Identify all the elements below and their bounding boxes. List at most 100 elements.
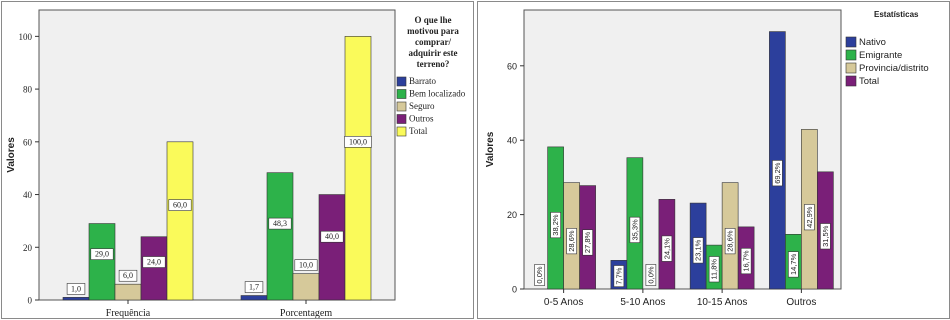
legend-swatch bbox=[396, 76, 407, 87]
legend-label: Barrato bbox=[409, 76, 436, 86]
data-label: 100,0 bbox=[349, 137, 367, 146]
data-label: 40,0 bbox=[325, 232, 339, 241]
data-label: 60,0 bbox=[173, 201, 187, 210]
legend-swatch bbox=[396, 89, 407, 99]
legend-label: Nativo bbox=[859, 37, 886, 48]
legend-label: Seguro bbox=[409, 101, 435, 111]
data-label: 24,1% bbox=[662, 238, 671, 260]
legend-label: Total bbox=[859, 76, 879, 87]
data-label: 27,8% bbox=[583, 232, 592, 254]
data-label-box bbox=[692, 237, 704, 264]
y-axis-title: Valores bbox=[485, 131, 496, 167]
data-label: 24,0 bbox=[147, 258, 161, 267]
data-label-box bbox=[294, 259, 318, 272]
bar bbox=[88, 223, 116, 301]
legend-label: Outros bbox=[409, 114, 434, 124]
y-tick-label: 60 bbox=[507, 61, 517, 71]
x-tick-label: Outros bbox=[786, 297, 816, 308]
bar bbox=[240, 295, 268, 301]
data-label-box bbox=[90, 248, 114, 260]
data-label-box bbox=[566, 228, 577, 255]
data-label: 28,6% bbox=[567, 230, 576, 252]
legend-label: Provincia/distrito bbox=[859, 63, 929, 74]
data-label: 29,0 bbox=[95, 250, 109, 259]
data-label-box bbox=[724, 228, 736, 255]
data-label-box bbox=[534, 264, 545, 286]
data-label: 0,0% bbox=[535, 266, 544, 283]
bar-chart-motivation: 0 20 40 60 80 100 Valores 1,0 29,0 6,0 24,0 60,0 Fre… bbox=[6, 9, 466, 318]
bar bbox=[114, 283, 142, 301]
legend-label: Total bbox=[409, 126, 428, 136]
data-label-box bbox=[820, 223, 831, 250]
legend-title: motivou para bbox=[407, 26, 459, 36]
data-label-box bbox=[740, 247, 752, 275]
data-label-box bbox=[550, 212, 561, 239]
bar bbox=[140, 236, 168, 301]
legend-swatch bbox=[396, 101, 407, 112]
legend-title: adquirir este bbox=[408, 48, 457, 58]
data-label-box bbox=[344, 136, 372, 148]
data-label: 1,7 bbox=[249, 283, 259, 292]
data-label: 6,0 bbox=[123, 271, 133, 280]
chart-panel-motivation: 0 20 40 60 80 100 Valores 1,0 29,0 6,0 24,0 60,0 Fre… bbox=[1, 1, 474, 319]
data-label-box bbox=[788, 251, 799, 278]
y-tick-label: 40 bbox=[23, 190, 33, 200]
legend-swatch bbox=[396, 126, 407, 137]
x-tick-label: 10-15 Anos bbox=[697, 297, 748, 308]
data-label: 7,7% bbox=[614, 267, 623, 284]
data-label-box bbox=[142, 256, 166, 268]
data-label: 28,6% bbox=[726, 230, 735, 252]
data-label: 31,5% bbox=[821, 225, 830, 247]
data-label: 0,0% bbox=[646, 266, 655, 283]
data-label-box bbox=[629, 216, 641, 243]
data-label: 38,2% bbox=[551, 214, 560, 236]
y-tick-label: 40 bbox=[507, 136, 517, 146]
data-label-box bbox=[582, 229, 593, 256]
data-label: 11,8% bbox=[710, 259, 719, 280]
bar bbox=[62, 297, 90, 301]
y-tick-label: 0 bbox=[512, 285, 517, 295]
data-label-box bbox=[772, 160, 783, 187]
chart-panel-statistics: 0 20 40 60 Valores 0,0% 38,2% 28,6% 27,8% 0-5 Ano… bbox=[477, 1, 950, 319]
y-tick-label: 0 bbox=[28, 296, 33, 306]
x-tick-label: Frequência bbox=[106, 308, 151, 318]
data-label-box bbox=[661, 235, 673, 262]
y-tick-label: 60 bbox=[23, 137, 33, 147]
data-label: 48,3 bbox=[273, 219, 287, 228]
legend-swatch bbox=[845, 49, 857, 61]
data-label: 16,7% bbox=[742, 250, 751, 272]
data-label-box bbox=[708, 256, 720, 283]
data-label: 23,1% bbox=[694, 239, 703, 261]
data-label-box bbox=[804, 204, 815, 231]
legend-label: Bem localizado bbox=[409, 89, 466, 99]
legend-swatch bbox=[845, 75, 857, 87]
legend-title: Estatísticas bbox=[874, 10, 919, 19]
bar bbox=[166, 141, 194, 301]
legend-label: Emigrante bbox=[859, 50, 902, 61]
bar bbox=[318, 194, 346, 301]
data-label-box bbox=[66, 283, 86, 295]
data-label-box bbox=[118, 269, 138, 282]
data-label: 1,0 bbox=[71, 284, 81, 293]
legend-title: comprar/ bbox=[415, 37, 451, 47]
x-tick-label: Porcentagem bbox=[280, 308, 332, 318]
data-label: 10,0 bbox=[299, 261, 313, 270]
data-label-box bbox=[244, 281, 264, 293]
data-label: 42,9% bbox=[805, 206, 814, 228]
data-label-box bbox=[168, 199, 192, 211]
data-label-box bbox=[645, 264, 657, 286]
y-tick-label: 80 bbox=[23, 85, 33, 95]
bar-chart-statistics: 0 20 40 60 Valores 0,0% 38,2% 28,6% 27,8% 0-5 Ano… bbox=[485, 9, 929, 308]
bar bbox=[292, 273, 320, 301]
legend-title: terreno? bbox=[417, 59, 450, 69]
x-tick-label: 0-5 Anos bbox=[544, 297, 583, 308]
data-label-box bbox=[268, 217, 292, 230]
legend-title: O que lhe bbox=[414, 15, 451, 25]
legend-swatch bbox=[845, 62, 857, 74]
legend-swatch bbox=[396, 114, 407, 124]
data-label-box bbox=[613, 265, 625, 288]
y-tick-label: 20 bbox=[23, 243, 33, 253]
bar bbox=[344, 36, 372, 301]
legend-swatch bbox=[845, 36, 857, 48]
y-tick-label: 100 bbox=[19, 32, 33, 42]
